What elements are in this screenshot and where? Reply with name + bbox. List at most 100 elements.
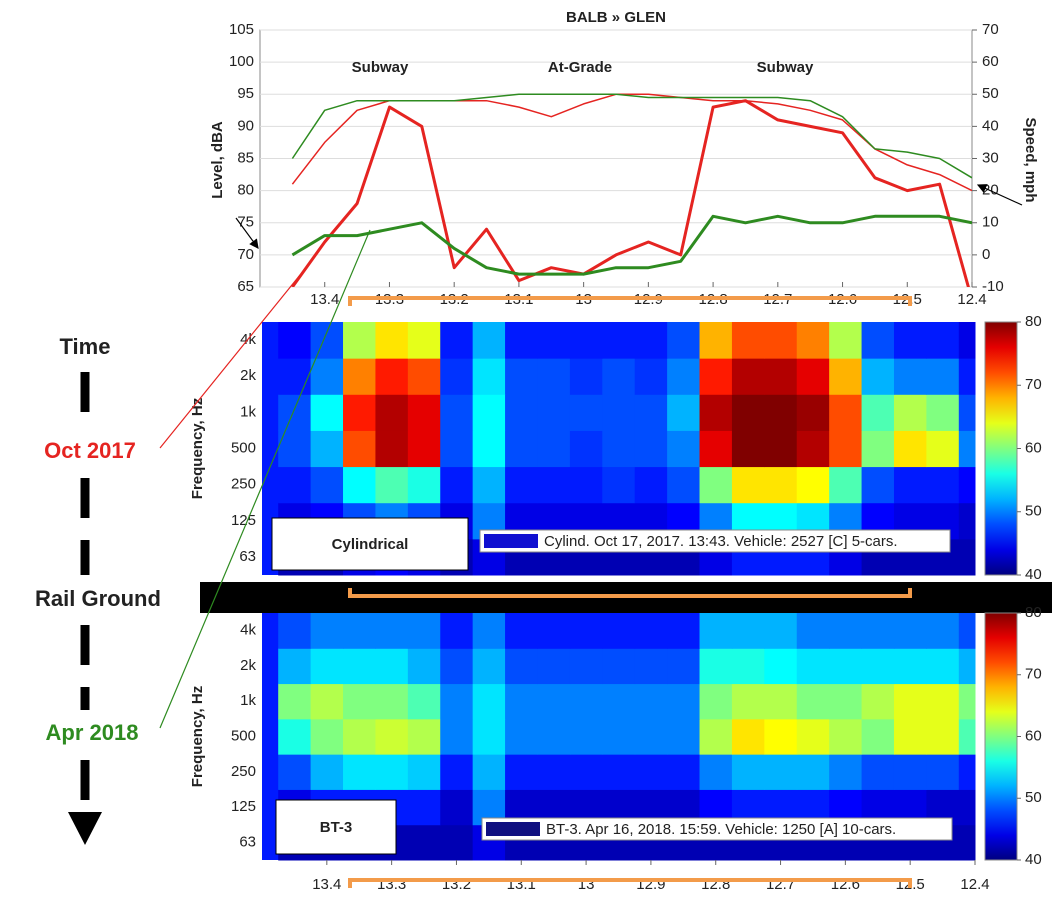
axis-pointer [235, 217, 259, 249]
heat-cell [602, 613, 636, 649]
heat-cell [731, 683, 765, 720]
heat-cell [569, 754, 603, 790]
y-tick-label: 250 [231, 763, 256, 780]
heat-cell [343, 394, 376, 431]
heat-cell [829, 683, 863, 720]
heat-cell [375, 613, 409, 649]
y2-axis-label: Speed, mph [1022, 117, 1039, 202]
heat-cell [472, 394, 506, 431]
heat-cell [278, 613, 312, 649]
heat-cell [796, 394, 830, 431]
heat-cell [407, 394, 441, 431]
heat-cell [796, 613, 830, 649]
heat-cell [764, 358, 798, 395]
heat-cell [602, 322, 636, 359]
info-text: BT-3. Apr 16, 2018. 15:59. Vehicle: 1250… [546, 821, 896, 838]
section-label: Subway [352, 59, 409, 76]
heat-cell [569, 683, 603, 720]
y-tick-label: 125 [231, 512, 256, 529]
heat-cell [375, 322, 409, 359]
heat-cell [699, 613, 733, 649]
colorbar-tick-label: 80 [1025, 313, 1042, 330]
heat-cell [958, 613, 976, 649]
heat-cell [958, 648, 976, 685]
heat-cell [634, 394, 668, 431]
heat-cell [407, 824, 441, 861]
apr-label: Apr 2018 [46, 720, 139, 745]
heat-cell [343, 718, 376, 755]
y-tick-label: 125 [231, 798, 256, 815]
bracket [348, 878, 912, 888]
x-tick-label: 13.4 [310, 291, 339, 308]
heat-cell [375, 754, 409, 790]
heat-cell [829, 322, 863, 359]
heat-cell [958, 322, 976, 359]
heat-cell [440, 683, 474, 720]
heat-cell [472, 648, 506, 685]
heat-cell [731, 394, 765, 431]
heat-cell [634, 613, 668, 649]
y-tick-label: 2k [240, 367, 256, 384]
y-tick-label: 95 [237, 85, 254, 102]
heat-cell [926, 648, 960, 685]
heat-cell [440, 824, 474, 861]
heat-cell [699, 358, 733, 395]
heat-cell [537, 322, 571, 359]
heat-cell [796, 322, 830, 359]
heat-cell [829, 394, 863, 431]
heat-cell [343, 613, 376, 649]
section-label: Subway [757, 59, 814, 76]
heat-cell [893, 648, 927, 685]
heat-cell [505, 430, 538, 468]
heat-cell [861, 613, 895, 649]
heat-cell [505, 613, 538, 649]
heat-cell [764, 613, 798, 649]
heat-cell [958, 789, 976, 826]
heat-cell [278, 718, 312, 755]
heat-cell [602, 466, 636, 504]
heat-cell [537, 358, 571, 395]
heat-cell [829, 466, 863, 504]
colorbar-tick-label: 40 [1025, 851, 1042, 868]
y-tick-label: 4k [240, 622, 256, 639]
heat-cell [569, 648, 603, 685]
heat-cell [829, 718, 863, 755]
heat-cell [893, 754, 927, 790]
heat-cell [764, 430, 798, 468]
heat-cell [278, 683, 312, 720]
heat-cell [472, 718, 506, 755]
heat-cell [893, 718, 927, 755]
info-text: Cylind. Oct 17, 2017. 13:43. Vehicle: 25… [544, 533, 898, 550]
heat-cell [634, 648, 668, 685]
y2-tick-label: 60 [982, 53, 999, 70]
heat-cell [893, 430, 927, 468]
heat-cell [440, 394, 474, 431]
heat-cell [861, 648, 895, 685]
heat-cell [278, 754, 312, 790]
y-axis-label: Frequency, Hz [189, 686, 206, 787]
heat-cell [569, 718, 603, 755]
heat-cell [829, 430, 863, 468]
heat-cell [310, 683, 344, 720]
heat-cell [829, 754, 863, 790]
heat-cell [569, 322, 603, 359]
heat-cell [343, 648, 376, 685]
heat-cell [926, 466, 960, 504]
heat-cell [796, 754, 830, 790]
y-tick-label: 1k [240, 692, 256, 709]
y-tick-label: 85 [237, 149, 254, 166]
heat-cell [569, 358, 603, 395]
heat-cell [893, 683, 927, 720]
heat-cell [440, 430, 474, 468]
heat-cell [537, 754, 571, 790]
chart-title: BALB » GLEN [566, 9, 666, 26]
y2-tick-label: -10 [982, 278, 1004, 295]
series-line [291, 99, 970, 287]
heat-cell [667, 358, 701, 395]
series-line [291, 214, 972, 276]
y-tick-label: 500 [231, 727, 256, 744]
colorbar [984, 612, 1018, 861]
heat-cell [407, 718, 441, 755]
heat-cell [310, 358, 344, 395]
heat-cell [796, 358, 830, 395]
